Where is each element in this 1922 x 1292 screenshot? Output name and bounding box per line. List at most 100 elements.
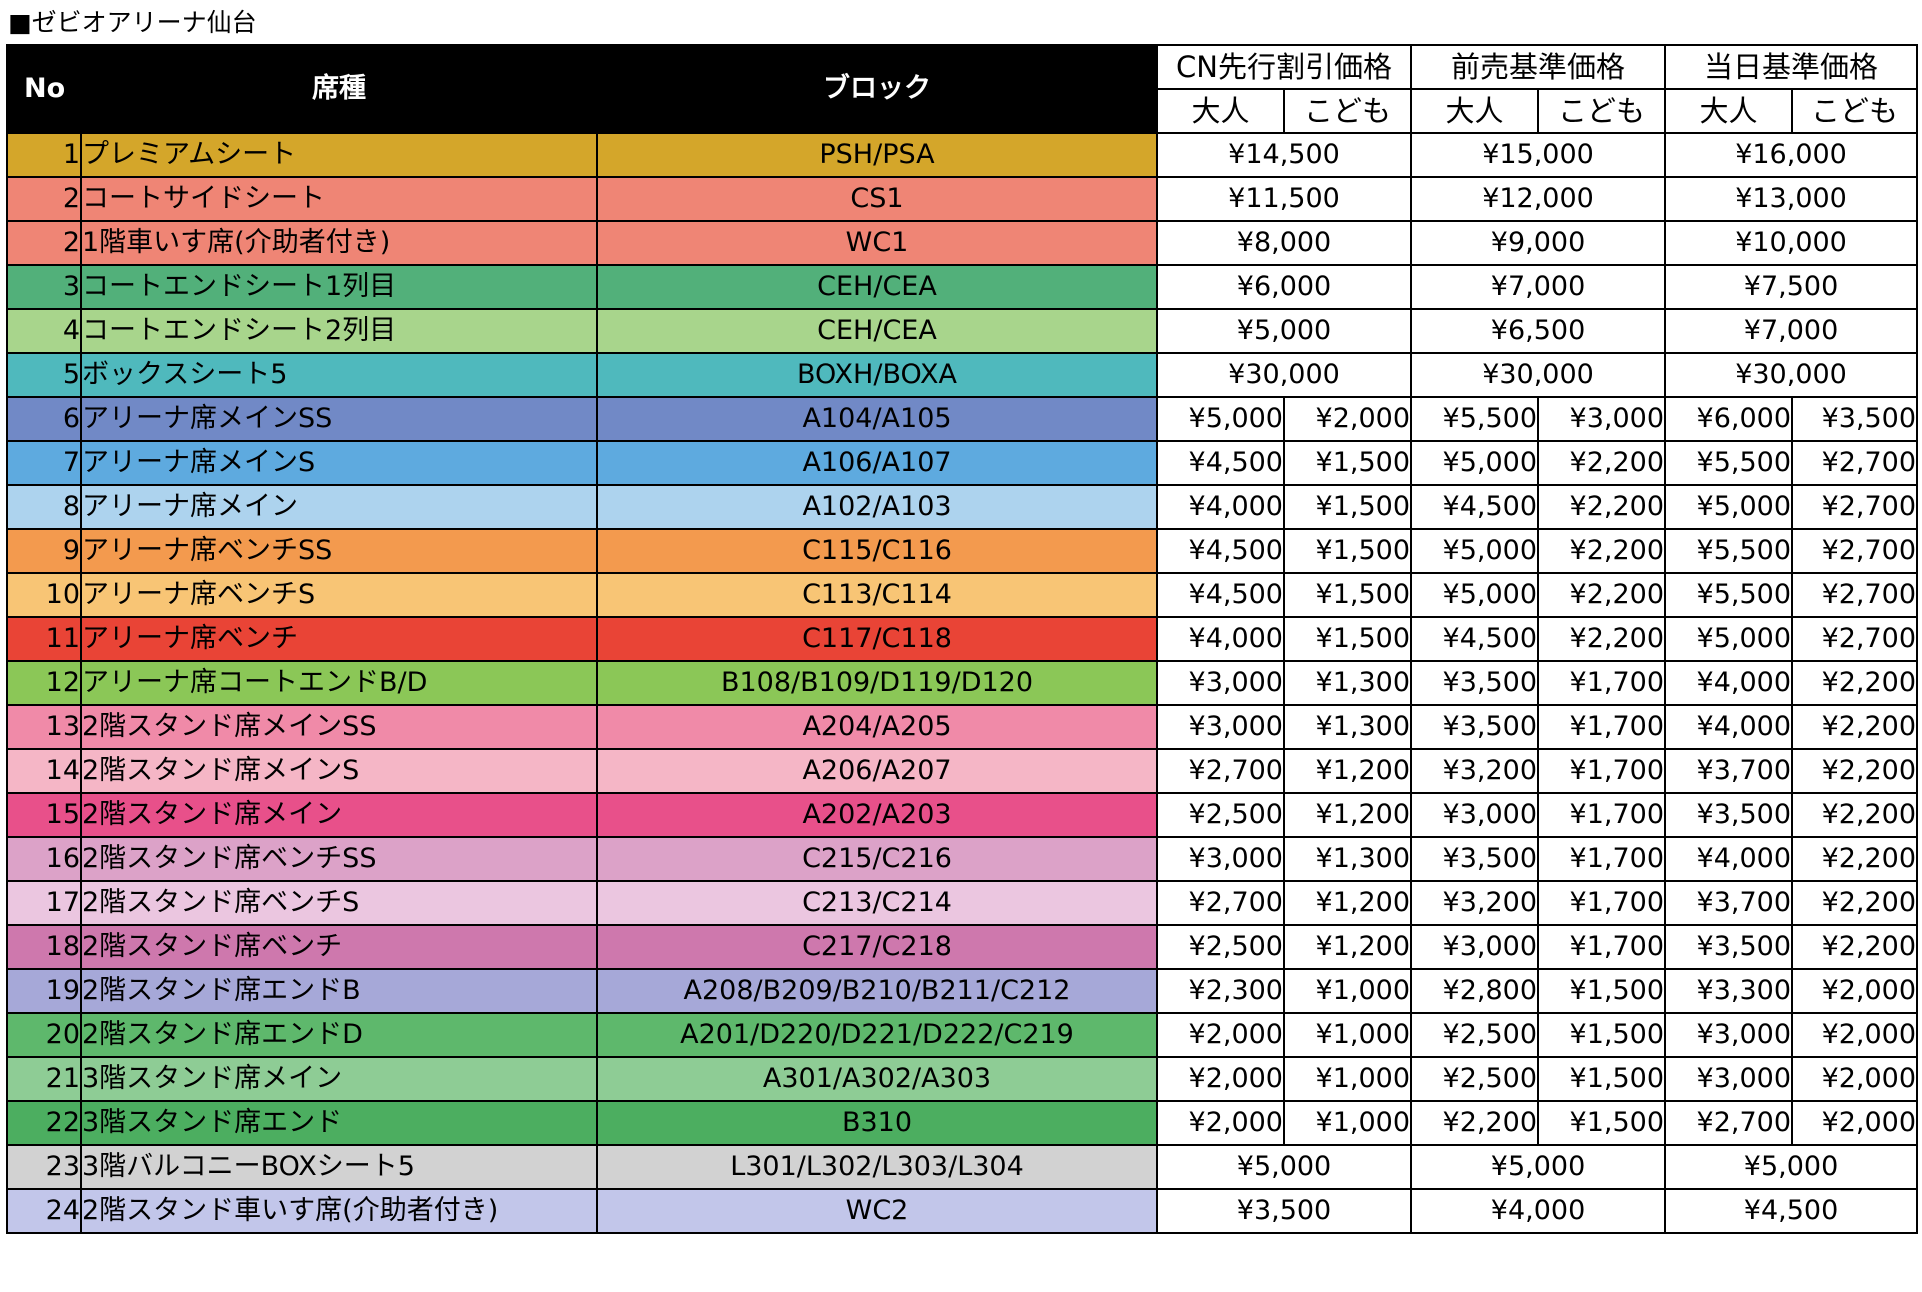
- price-cell: ¥15,000: [1410, 132, 1667, 178]
- row-number: 23: [6, 1144, 82, 1190]
- price-cell: ¥2,500: [1156, 792, 1285, 838]
- price-cell: ¥5,000: [1155, 1144, 1413, 1190]
- price-cell: ¥2,200: [1410, 1100, 1540, 1146]
- price-cell: ¥1,000: [1282, 968, 1413, 1014]
- row-number: 9: [6, 528, 82, 574]
- row-number: 3: [6, 264, 82, 310]
- price-cell: ¥8,000: [1155, 220, 1413, 266]
- block-name: WC1: [596, 220, 1158, 266]
- price-cell: ¥2,200: [1537, 572, 1667, 618]
- price-cell: ¥2,200: [1537, 528, 1667, 574]
- price-cell: ¥2,700: [1664, 1100, 1794, 1146]
- price-cell: ¥1,200: [1282, 792, 1413, 838]
- seat-type: アリーナ席ベンチS: [80, 572, 598, 618]
- price-cell: ¥1,200: [1282, 748, 1413, 794]
- block-name: C213/C214: [596, 880, 1158, 926]
- row-number: 14: [6, 748, 82, 794]
- seat-type: コートエンドシート2列目: [80, 308, 598, 354]
- row-number: 16: [6, 836, 82, 882]
- price-cell: ¥1,500: [1282, 484, 1413, 530]
- price-cell: ¥9,000: [1410, 220, 1667, 266]
- table-body: 1 プレミアムシート PSH/PSA ¥14,500 ¥15,000 ¥16,000 2 コー…: [6, 132, 1919, 1234]
- block-name: C113/C114: [596, 572, 1158, 618]
- price-cell: ¥2,200: [1537, 440, 1667, 486]
- block-name: C115/C116: [596, 528, 1158, 574]
- price-cell: ¥1,500: [1537, 1056, 1667, 1102]
- row-number: 17: [6, 880, 82, 926]
- price-cell: ¥7,500: [1664, 264, 1919, 310]
- price-cell: ¥3,700: [1664, 880, 1794, 926]
- price-cell: ¥4,000: [1156, 616, 1285, 662]
- row-number: 18: [6, 924, 82, 970]
- seat-type: コートサイドシート: [80, 176, 598, 222]
- price-cell: ¥1,700: [1537, 704, 1667, 750]
- price-cell: ¥1,000: [1282, 1056, 1413, 1102]
- table-row: 1 プレミアムシート PSH/PSA ¥14,500 ¥15,000 ¥16,000: [6, 132, 1919, 178]
- header-block: ブロック: [596, 44, 1158, 134]
- price-cell: ¥5,500: [1664, 528, 1794, 574]
- price-cell: ¥4,000: [1664, 660, 1794, 706]
- price-cell: ¥1,500: [1282, 616, 1413, 662]
- row-number: 15: [6, 792, 82, 838]
- block-name: C117/C118: [596, 616, 1158, 662]
- row-number: 13: [6, 704, 82, 750]
- table-row: 22 3階スタンド席エンド B310 ¥2,000 ¥1,000 ¥2,200 ¥1,500…: [6, 1100, 1919, 1146]
- seat-type: 3階バルコニーBOXシート5: [80, 1144, 598, 1190]
- price-cell: ¥4,500: [1664, 1188, 1919, 1234]
- price-cell: ¥4,000: [1410, 1188, 1667, 1234]
- price-cell: ¥3,500: [1791, 396, 1919, 442]
- table-row: 2 1階車いす席(介助者付き) WC1 ¥8,000 ¥9,000 ¥10,000: [6, 220, 1919, 266]
- header-adult: 大人: [1156, 88, 1285, 134]
- table-row: 10 アリーナ席ベンチS C113/C114 ¥4,500 ¥1,500 ¥5,000 ¥2…: [6, 572, 1919, 618]
- table-row: 9 アリーナ席ベンチSS C115/C116 ¥4,500 ¥1,500 ¥5,000 ¥2…: [6, 528, 1919, 574]
- price-cell: ¥1,300: [1282, 660, 1413, 706]
- price-cell: ¥1,000: [1282, 1012, 1413, 1058]
- price-cell: ¥1,500: [1282, 572, 1413, 618]
- seat-type: 1階車いす席(介助者付き): [80, 220, 598, 266]
- price-cell: ¥5,500: [1664, 572, 1794, 618]
- header-adult: 大人: [1664, 88, 1794, 134]
- price-cell: ¥3,200: [1410, 880, 1540, 926]
- price-cell: ¥30,000: [1410, 352, 1667, 398]
- row-number: 4: [6, 308, 82, 354]
- price-cell: ¥5,000: [1410, 528, 1540, 574]
- price-cell: ¥5,500: [1410, 396, 1540, 442]
- row-number: 8: [6, 484, 82, 530]
- block-name: L301/L302/L303/L304: [596, 1144, 1158, 1190]
- table-row: 8 アリーナ席メイン A102/A103 ¥4,000 ¥1,500 ¥4,500 ¥2,2…: [6, 484, 1919, 530]
- header-cn-advance-price: CN先行割引価格: [1155, 44, 1413, 90]
- price-cell: ¥5,000: [1664, 616, 1794, 662]
- price-cell: ¥13,000: [1664, 176, 1919, 222]
- seat-type: アリーナ席ベンチ: [80, 616, 598, 662]
- price-cell: ¥3,200: [1410, 748, 1540, 794]
- price-cell: ¥3,000: [1156, 660, 1285, 706]
- seat-type: 2階スタンド席メインS: [80, 748, 598, 794]
- price-cell: ¥2,700: [1791, 440, 1919, 486]
- price-cell: ¥3,000: [1537, 396, 1667, 442]
- row-number: 19: [6, 968, 82, 1014]
- price-cell: ¥2,200: [1537, 616, 1667, 662]
- price-cell: ¥3,500: [1410, 836, 1540, 882]
- row-number: 21: [6, 1056, 82, 1102]
- price-cell: ¥3,500: [1664, 792, 1794, 838]
- block-name: CEH/CEA: [596, 264, 1158, 310]
- seat-type: コートエンドシート1列目: [80, 264, 598, 310]
- price-table: No 席種 ブロック CN先行割引価格 前売基準価格 当日基準価格 大人 こども…: [6, 44, 1919, 1234]
- price-cell: ¥3,500: [1664, 924, 1794, 970]
- price-cell: ¥1,700: [1537, 924, 1667, 970]
- price-cell: ¥2,700: [1791, 616, 1919, 662]
- price-cell: ¥5,000: [1155, 308, 1413, 354]
- price-cell: ¥2,200: [1791, 660, 1919, 706]
- row-number: 2: [6, 176, 82, 222]
- price-cell: ¥2,200: [1791, 924, 1919, 970]
- table-row: 7 アリーナ席メインS A106/A107 ¥4,500 ¥1,500 ¥5,000 ¥2,…: [6, 440, 1919, 486]
- table-row: 3 コートエンドシート1列目 CEH/CEA ¥6,000 ¥7,000 ¥7,500: [6, 264, 1919, 310]
- table-row: 2 コートサイドシート CS1 ¥11,500 ¥12,000 ¥13,000: [6, 176, 1919, 222]
- price-cell: ¥2,000: [1282, 396, 1413, 442]
- price-cell: ¥6,500: [1410, 308, 1667, 354]
- table-row: 19 2階スタンド席エンドB A208/B209/B210/B211/C212 ¥2,…: [6, 968, 1919, 1014]
- price-cell: ¥5,500: [1664, 440, 1794, 486]
- block-name: BOXH/BOXA: [596, 352, 1158, 398]
- block-name: A206/A207: [596, 748, 1158, 794]
- table-row: 13 2階スタンド席メインSS A204/A205 ¥3,000 ¥1,300 ¥3,50…: [6, 704, 1919, 750]
